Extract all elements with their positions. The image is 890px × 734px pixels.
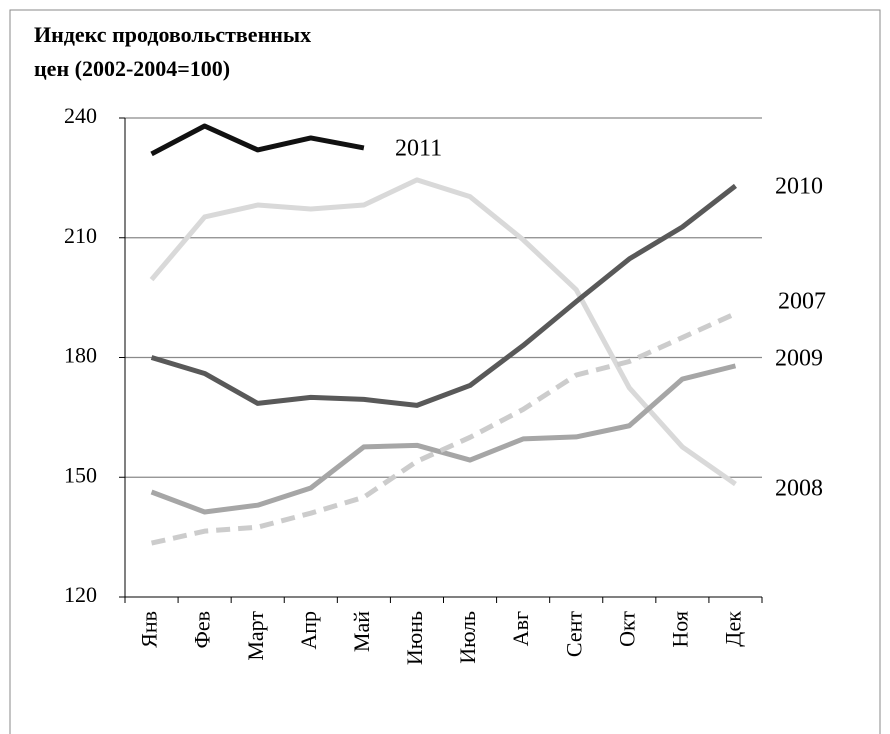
x-tick-label: Дек <box>721 611 746 647</box>
line-series <box>150 311 737 546</box>
chart-frame <box>9 9 881 734</box>
y-tick-label: 210 <box>64 223 97 248</box>
line-series <box>149 177 737 487</box>
x-tick-label: Июнь <box>402 611 427 665</box>
y-tick-label: 150 <box>64 462 97 487</box>
x-tick-label: Май <box>349 611 374 652</box>
x-tick-label: Ноя <box>667 611 692 648</box>
series-label: 2009 <box>775 346 823 372</box>
series-label: 2007 <box>778 289 826 315</box>
x-tick-label: Сент <box>561 611 586 657</box>
x-tick-label: Авг <box>508 611 533 646</box>
x-tick-label: Фев <box>190 611 215 649</box>
y-tick-label: 180 <box>64 343 97 368</box>
x-tick-label: Янв <box>137 611 162 648</box>
x-tick-label: Июль <box>455 611 480 664</box>
line-series <box>150 363 737 515</box>
chart-title: Индекс продовольственных <box>34 22 311 47</box>
y-tick-label: 120 <box>64 582 97 607</box>
x-tick-label: Март <box>243 611 268 661</box>
x-tick-label: Окт <box>614 611 639 647</box>
series-label: 2011 <box>395 136 442 162</box>
line-series <box>150 183 737 408</box>
y-tick-label: 240 <box>64 103 97 128</box>
chart-title: цен (2002-2004=100) <box>34 56 230 81</box>
line-series <box>150 123 365 157</box>
series-label: 2010 <box>775 174 823 200</box>
x-tick-label: Апр <box>296 611 321 650</box>
series-label: 2008 <box>775 476 823 502</box>
